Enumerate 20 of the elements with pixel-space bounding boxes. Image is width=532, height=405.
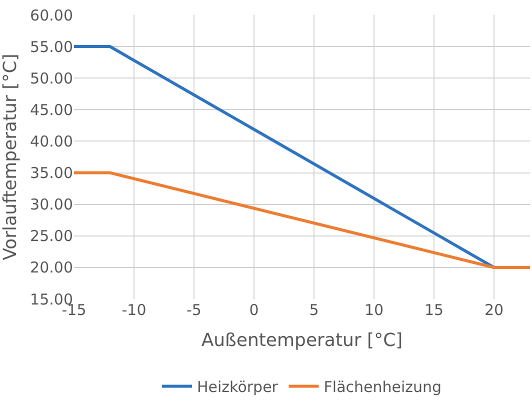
y-tick-label: 35.00 (30, 164, 73, 182)
legend-label: Heizkörper (197, 378, 279, 396)
x-tick-label: 15 (424, 301, 444, 319)
y-tick-label: 55.00 (30, 38, 73, 56)
y-tick-label: 25.00 (30, 227, 73, 246)
y-tick-label: 45.00 (30, 100, 73, 119)
y-tick-label: 50.00 (30, 69, 73, 88)
y-tick-label: 30.00 (30, 196, 73, 214)
y-tick-label: 40.00 (30, 132, 73, 150)
x-tick-label: 0 (249, 301, 259, 319)
y-tick-label: 60.00 (30, 6, 73, 24)
x-tick-label: 5 (309, 301, 319, 319)
y-axis-title: Vorlauftemperatur [°C] (0, 54, 21, 260)
x-axis-title: Außentemperatur [°C] (201, 330, 403, 352)
x-tick-label: 20 (484, 301, 504, 319)
x-tick-label: 10 (364, 301, 384, 319)
legend-label: Flächenheizung (324, 378, 442, 396)
y-tick-label: 20.00 (30, 258, 73, 277)
x-tick-label: -5 (186, 301, 202, 319)
x-tick-label: -10 (122, 301, 146, 319)
